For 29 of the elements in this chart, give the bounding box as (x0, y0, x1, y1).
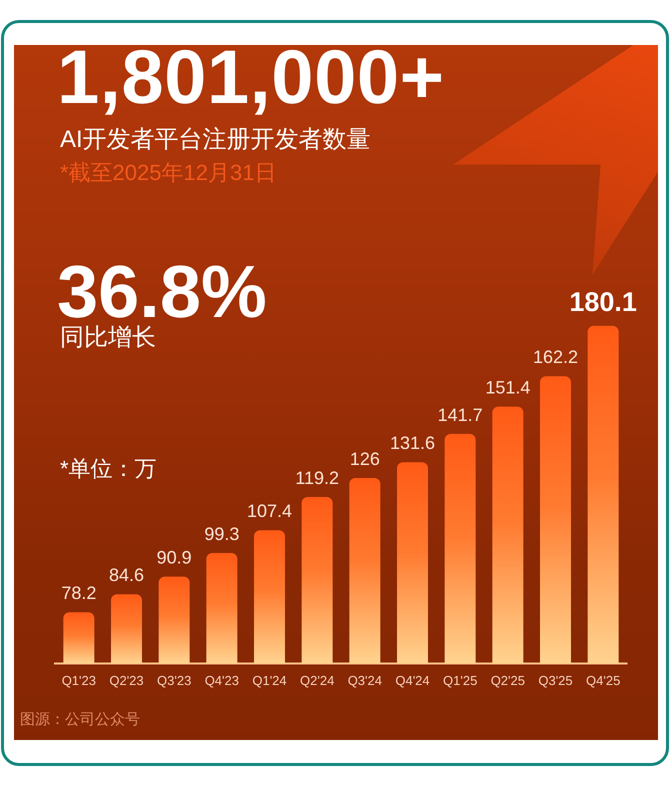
x-tick-label: Q4'23 (204, 672, 239, 688)
chart-title: 1,801,000+ (57, 35, 444, 120)
data-label: 162.2 (532, 347, 578, 368)
x-tick-label: Q2'24 (300, 672, 334, 688)
x-tick-label: Q4'24 (395, 672, 430, 688)
x-tick-label: Q3'24 (348, 672, 382, 688)
data-label: 90.9 (156, 548, 192, 568)
x-tick-label: Q1'23 (62, 672, 96, 688)
annotation: 图源：公司公众号 (20, 711, 140, 729)
data-label: 141.7 (438, 404, 483, 425)
data-label: 84.6 (108, 565, 144, 586)
data-label: 119.2 (295, 468, 340, 488)
data-label: 151.4 (485, 378, 530, 398)
chart-subtitle: AI开发者平台注册开发者数量 (60, 126, 371, 155)
x-tick-label: Q2'23 (109, 672, 144, 688)
data-label: 99.3 (204, 524, 240, 544)
data-label: 107.4 (246, 501, 292, 522)
x-tick-label: Q4'25 (586, 672, 620, 688)
annotation: *单位：万 (60, 456, 157, 482)
data-label: 131.6 (390, 433, 436, 454)
x-tick-label: Q1'25 (443, 672, 478, 688)
data-label: 180.1 (569, 286, 637, 317)
data-label: 78.2 (61, 583, 96, 604)
data-label: 126 (350, 448, 380, 469)
x-tick-label: Q3'23 (157, 672, 192, 688)
x-tick-label: Q3'25 (538, 672, 573, 688)
x-tick-label: Q1'24 (252, 672, 287, 688)
text: *截至2025年12月31日 (60, 160, 276, 186)
x-tick-label: Q2'25 (490, 672, 525, 688)
